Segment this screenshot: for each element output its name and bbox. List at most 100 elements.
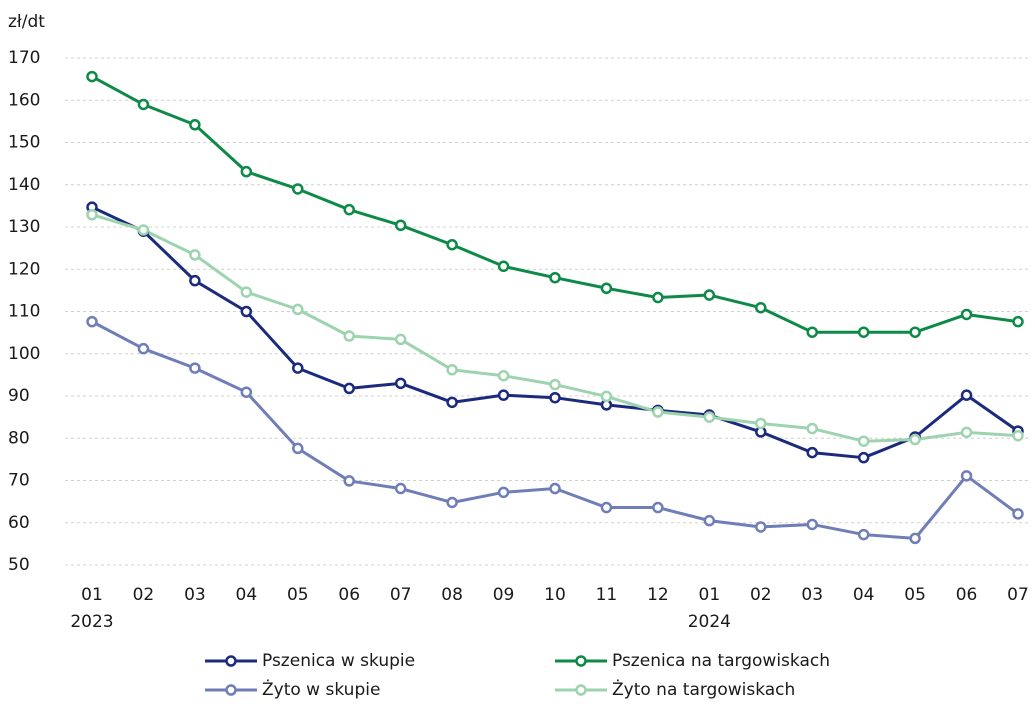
y-tick-label: 120 [8, 259, 40, 279]
x-tick-label: 04 [236, 585, 258, 605]
point [137, 224, 150, 236]
x-tick-label: 04 [853, 585, 875, 605]
x-year-label: 2023 [70, 612, 113, 632]
point [497, 260, 510, 273]
point [703, 411, 716, 423]
point [240, 305, 253, 318]
point [86, 70, 98, 83]
point [857, 451, 870, 464]
legend-marker [225, 684, 237, 696]
point [857, 528, 870, 541]
point [137, 342, 150, 355]
point [703, 289, 716, 301]
point [446, 396, 458, 409]
y-tick-label: 170 [8, 48, 40, 68]
point [189, 362, 201, 374]
point [240, 386, 253, 398]
point [1012, 508, 1024, 520]
x-tick-label: 10 [544, 585, 566, 605]
y-tick-label: 100 [8, 344, 40, 364]
point [446, 496, 458, 509]
point [394, 219, 407, 232]
point [292, 303, 304, 316]
point [497, 369, 510, 382]
point [549, 482, 561, 495]
point [600, 501, 613, 514]
legend-label: Żyto na targowiskach [612, 679, 795, 700]
point [240, 286, 253, 298]
point [806, 326, 818, 338]
point [909, 532, 921, 545]
x-tick-label: 01 [699, 585, 721, 605]
point [292, 362, 304, 374]
y-tick-label: 150 [8, 133, 40, 153]
y-tick-label: 90 [8, 386, 30, 406]
x-tick-label: 06 [338, 585, 360, 605]
x-tick-label: 07 [390, 585, 412, 605]
point [549, 391, 561, 404]
point [857, 326, 870, 338]
series-line [91, 213, 1019, 443]
point [755, 301, 767, 314]
point [1012, 315, 1024, 328]
point [960, 308, 973, 321]
point [343, 475, 355, 487]
x-tick-label: 01 [81, 585, 103, 605]
legend-marker [225, 655, 237, 667]
x-tick-label: 09 [493, 585, 515, 605]
point [446, 364, 458, 376]
point [600, 390, 613, 403]
y-tick-label: 70 [8, 471, 30, 491]
x-tick-label: 05 [904, 585, 926, 605]
x-tick-label: 11 [596, 585, 618, 605]
x-tick-label: 03 [801, 585, 823, 605]
point [189, 119, 201, 131]
point [1012, 429, 1024, 442]
point [446, 238, 458, 251]
point [857, 435, 870, 447]
y-tick-label: 160 [8, 90, 40, 110]
y-tick-label: 130 [8, 217, 40, 237]
point [549, 378, 561, 391]
point [343, 203, 355, 216]
y-tick-label: 60 [8, 513, 30, 533]
point [755, 521, 767, 533]
point [806, 446, 818, 459]
y-tick-label: 50 [8, 555, 30, 575]
point [806, 422, 818, 435]
x-year-label: 2024 [688, 612, 731, 632]
point [549, 271, 561, 284]
point [652, 291, 664, 304]
point [292, 183, 304, 195]
point [189, 249, 201, 261]
point [86, 315, 98, 328]
x-tick-label: 02 [750, 585, 772, 605]
point [652, 501, 664, 514]
legend-marker [575, 655, 587, 667]
point [703, 514, 716, 527]
point [497, 389, 510, 401]
point [394, 482, 407, 495]
point [394, 377, 407, 390]
y-tick-label: 110 [8, 302, 40, 322]
point [600, 282, 613, 295]
point [909, 433, 921, 446]
point [652, 406, 664, 418]
legend-label: Pszenica w skupie [262, 651, 415, 671]
x-tick-label: 08 [441, 585, 463, 605]
point [806, 518, 818, 531]
point [292, 442, 304, 455]
point [189, 274, 201, 287]
point [394, 333, 407, 346]
point [137, 98, 150, 111]
x-tick-label: 02 [133, 585, 155, 605]
point [497, 486, 510, 499]
point [755, 417, 767, 430]
x-tick-label: 12 [647, 585, 669, 605]
x-tick-label: 06 [956, 585, 978, 605]
x-tick-label: 03 [184, 585, 206, 605]
legend-label: Żyto w skupie [262, 679, 380, 700]
point [86, 208, 98, 221]
y-tick-label: 80 [8, 428, 30, 448]
